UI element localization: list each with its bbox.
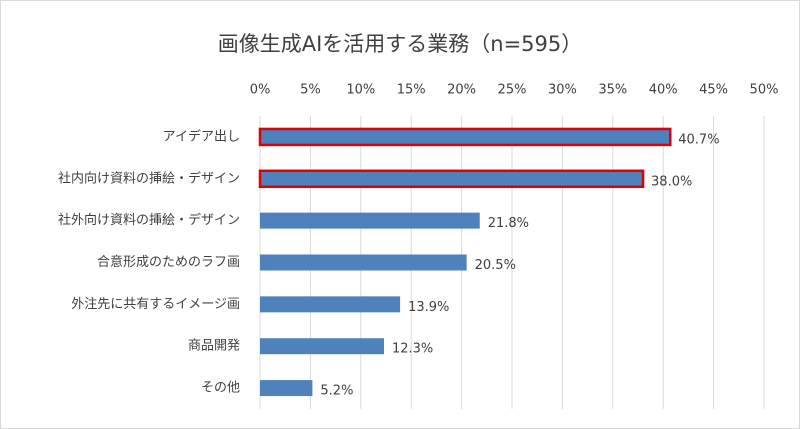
value-label: 20.5% [475, 258, 516, 273]
bar [258, 127, 672, 147]
x-tick-label: 35% [598, 83, 627, 98]
x-tick-label: 50% [750, 83, 779, 98]
value-label: 12.3% [392, 342, 433, 357]
y-tick-label: 社内向け資料の挿絵・デザイン [58, 170, 240, 186]
x-tick-label: 30% [548, 83, 577, 98]
x-tick-label: 0% [250, 83, 271, 98]
value-label: 5.2% [320, 384, 353, 399]
y-tick-label: 商品開発 [188, 339, 240, 354]
x-tick-label: 25% [498, 83, 527, 98]
y-tick-label: その他 [201, 381, 240, 396]
x-tick-label: 5% [300, 83, 321, 98]
y-tick-label: 外注先に共有するイメージ画 [71, 297, 240, 312]
value-label: 38.0% [651, 174, 692, 189]
bar [260, 212, 480, 229]
x-tick-label: 20% [447, 83, 476, 98]
bar [260, 296, 401, 313]
value-label: 13.9% [408, 300, 449, 315]
bar [260, 338, 384, 355]
x-tick-label: 40% [649, 83, 678, 98]
x-tick-label: 45% [699, 83, 728, 98]
x-tick-label: 15% [397, 83, 426, 98]
bar [260, 380, 313, 397]
value-label: 40.7% [678, 132, 719, 147]
y-tick-label: 社外向け資料の挿絵・デザイン [58, 212, 240, 228]
y-tick-label: アイデア出し [163, 128, 240, 144]
chart-title: 画像生成AIを活用する業務（n=595） [218, 32, 583, 56]
bar [258, 169, 645, 189]
bar [260, 254, 467, 271]
value-label: 21.8% [488, 216, 529, 231]
y-tick-label: 合意形成のためのラフ画 [97, 254, 240, 270]
x-tick-label: 10% [346, 83, 375, 98]
